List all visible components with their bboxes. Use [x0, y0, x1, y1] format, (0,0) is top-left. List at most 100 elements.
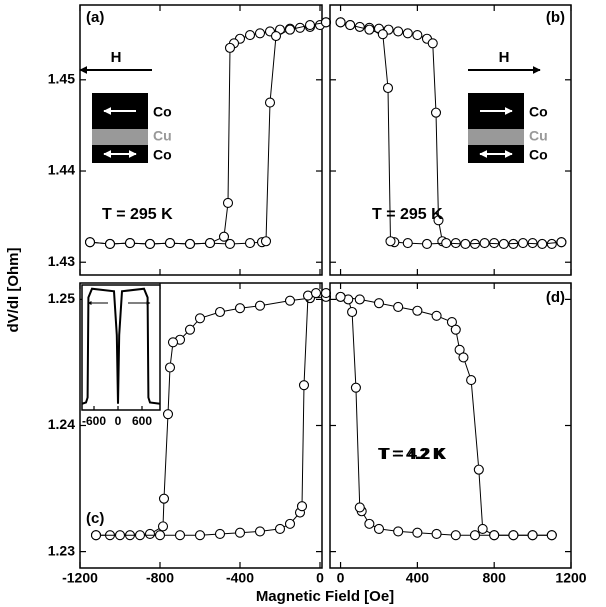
data-point [546, 238, 557, 250]
data-point [284, 295, 296, 306]
data-point [184, 238, 196, 250]
y-tick-label: 1.45 [48, 71, 75, 87]
data-point [218, 231, 230, 242]
data-point [270, 30, 282, 42]
panel-label: (a) [86, 9, 104, 26]
data-point [167, 337, 179, 348]
panel-label: (d) [546, 289, 565, 306]
data-point [350, 382, 361, 393]
data-point [527, 530, 538, 541]
data-point [320, 288, 332, 299]
data-point [450, 530, 461, 541]
data-point [124, 238, 136, 249]
y-tick-label: 1.24 [48, 416, 75, 432]
temperature-label: T = 4.2 K [380, 446, 447, 463]
x-axis-label: Magnetic Field [Oe] [256, 588, 394, 605]
data-point [114, 530, 126, 541]
data-point [427, 38, 438, 49]
data-point [421, 238, 433, 250]
data-point [304, 20, 316, 31]
layer-diagram: H Co Cu Co [79, 49, 172, 163]
y-tick-label: 1.43 [48, 253, 75, 269]
data-point [517, 238, 529, 249]
field-label: H [499, 49, 510, 66]
data-point [402, 28, 413, 39]
data-point [373, 298, 385, 309]
data-point [194, 530, 206, 541]
data-point [244, 238, 256, 249]
field-label: H [111, 49, 122, 66]
data-point [364, 24, 375, 35]
data-point [354, 294, 365, 305]
data-point [460, 238, 471, 250]
x-tick-label: -400 [226, 570, 254, 586]
series-line [81, 287, 161, 405]
data-point [385, 236, 396, 247]
y-tick-label: 1.23 [48, 542, 75, 558]
data-point [354, 502, 365, 513]
layer-label: Co [529, 147, 548, 163]
x-tick-label: 0 [115, 414, 122, 428]
panel-frame [329, 4, 572, 276]
data-point [430, 107, 442, 118]
x-tick-label: 400 [406, 570, 430, 586]
layer-label: Co [153, 104, 172, 120]
data-point [479, 238, 490, 249]
data-point [254, 526, 266, 537]
panel-label: (c) [86, 510, 104, 527]
layer-diagram: H Co Cu Co [468, 49, 548, 163]
data-point [260, 236, 272, 247]
data-point [508, 530, 519, 541]
data-point [412, 305, 423, 316]
data-point [254, 28, 266, 39]
data-point [310, 288, 322, 299]
data-point [274, 523, 286, 534]
data-point [264, 97, 276, 108]
data-point [364, 518, 375, 529]
data-point [431, 310, 442, 321]
data-point [477, 523, 488, 534]
data-point [412, 30, 423, 41]
data-point [546, 530, 557, 541]
data-point [90, 530, 102, 541]
data-point [284, 518, 296, 529]
layer-label: Co [153, 147, 172, 163]
panel-label: (b) [546, 9, 565, 26]
data-point [450, 324, 461, 335]
data-point [458, 352, 469, 363]
data-point [194, 313, 206, 324]
x-tick-label: -600 [82, 414, 106, 428]
x-tick-label: -1200 [62, 570, 98, 586]
data-point [347, 306, 358, 318]
y-tick-label: 1.44 [48, 162, 75, 178]
temperature-label: T = 4.2 K [378, 446, 445, 463]
x-tick-label: 1200 [555, 570, 586, 586]
data-point [164, 238, 176, 249]
temperature-label: T = 295 K [372, 206, 443, 223]
data-point [157, 521, 169, 532]
data-point [473, 464, 484, 475]
data-point [162, 409, 174, 420]
temperature-label: T = 295 K [102, 206, 173, 223]
data-point [158, 493, 170, 504]
data-point [393, 526, 404, 537]
data-point [224, 238, 236, 250]
series-line [340, 296, 552, 536]
data-point [234, 527, 246, 538]
data-point [84, 237, 96, 248]
data-point [498, 238, 509, 250]
data-point [254, 300, 266, 311]
data-point [466, 375, 477, 386]
data-point [382, 82, 394, 94]
series-line [340, 21, 562, 245]
data-point [373, 523, 385, 534]
series-line [89, 21, 327, 245]
data-point [469, 530, 481, 541]
data-point [174, 530, 186, 541]
layer-label: Cu [529, 128, 548, 144]
data-point [296, 501, 308, 512]
data-point [104, 238, 116, 250]
data-point [393, 26, 404, 37]
data-point [320, 17, 332, 28]
